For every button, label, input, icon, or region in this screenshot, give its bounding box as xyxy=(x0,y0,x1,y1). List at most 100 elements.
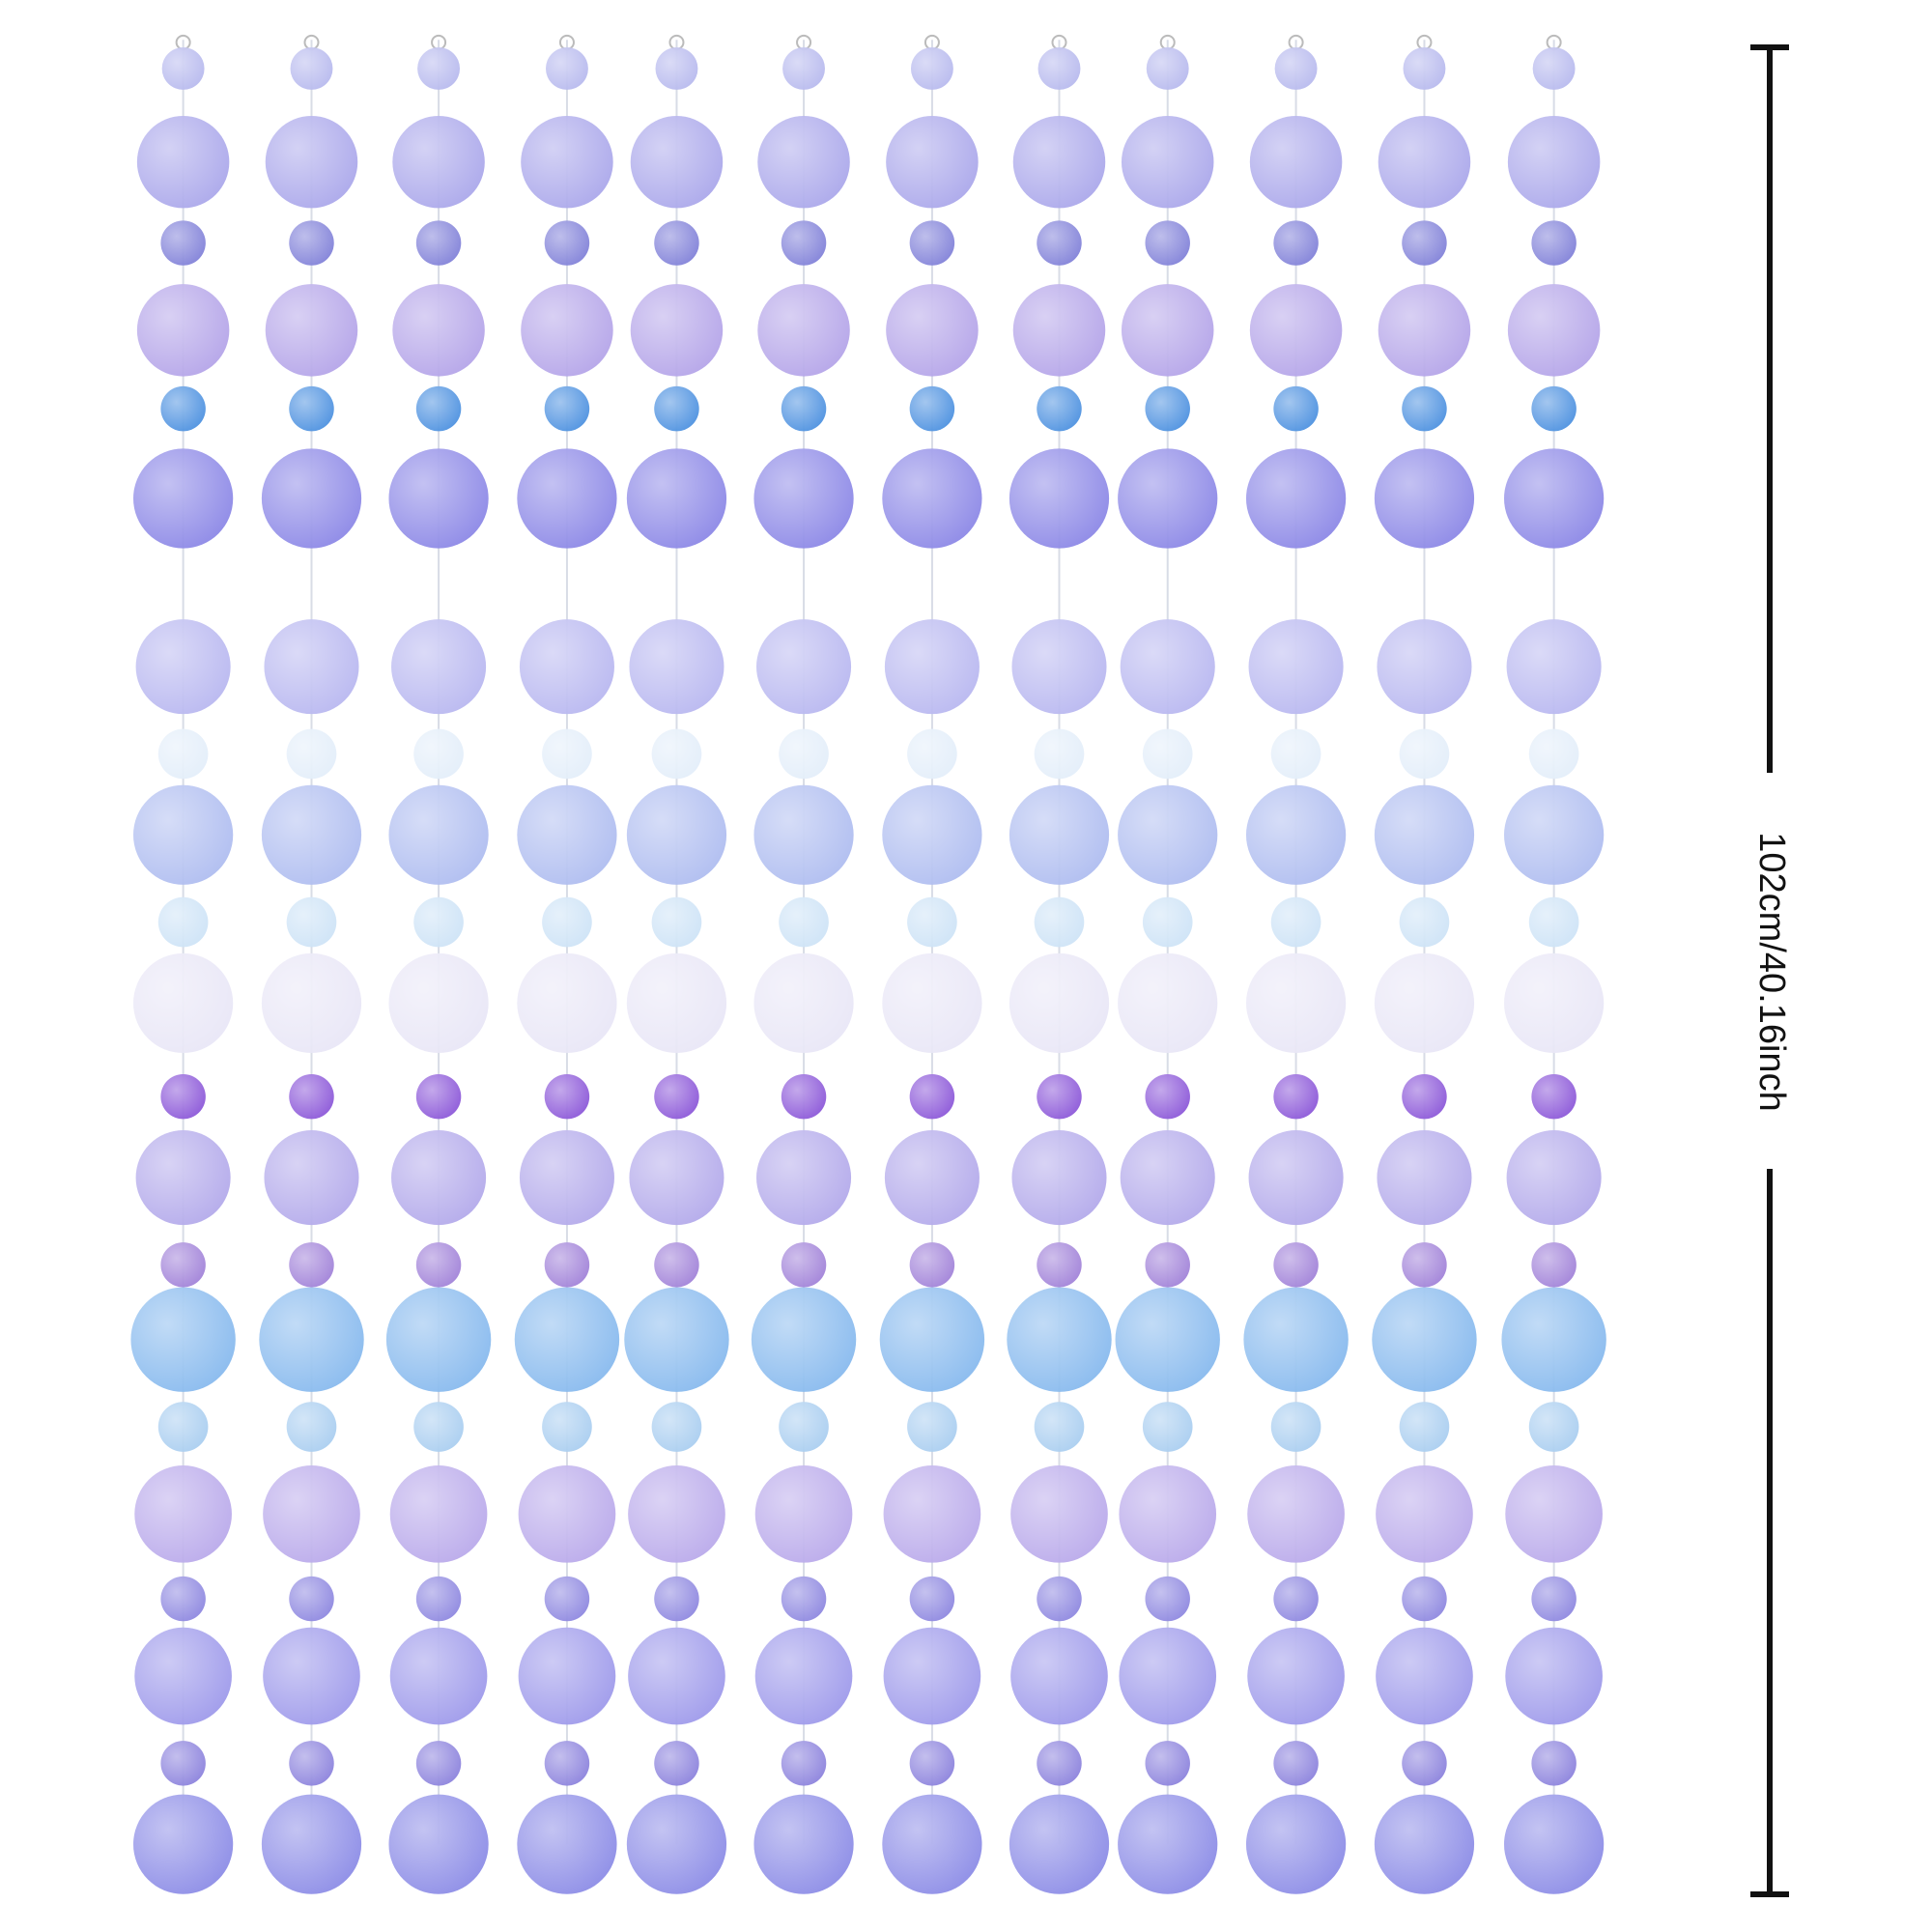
bead-sheen xyxy=(1009,1794,1110,1894)
bead-sheen xyxy=(518,1465,616,1563)
bead-sheen xyxy=(882,784,982,885)
bead-sheen xyxy=(884,619,980,715)
bead-sheen xyxy=(161,47,205,90)
bead-sheen xyxy=(1246,448,1347,549)
bead-sheen xyxy=(514,1287,620,1392)
bead-sheen xyxy=(157,896,209,948)
bead-sheen xyxy=(391,619,487,715)
bead-sheen xyxy=(264,619,359,715)
bead-sheen xyxy=(1119,1627,1217,1725)
bead-sheen xyxy=(907,728,957,780)
bead-sheen xyxy=(1115,1287,1220,1392)
bead-sheen xyxy=(1145,1073,1190,1120)
bead-sheen xyxy=(629,1130,724,1226)
bead-sheen xyxy=(1402,1576,1447,1622)
bead-sheen xyxy=(909,385,955,432)
bead-sheen xyxy=(133,952,234,1054)
bead-sheen xyxy=(883,1627,981,1725)
bead-sheen xyxy=(1507,115,1601,209)
bead-sheen xyxy=(909,1242,955,1288)
bead-sheen xyxy=(1376,1465,1473,1563)
bead-sheen xyxy=(654,1242,699,1288)
bead-sheen xyxy=(654,385,699,432)
bead-sheen xyxy=(413,1402,464,1452)
bead-sheen xyxy=(1248,1130,1344,1226)
bead-sheen xyxy=(392,115,485,209)
bead-sheen xyxy=(1273,1073,1319,1120)
bead-sheen xyxy=(289,1576,334,1622)
bead-sheen xyxy=(1531,1242,1577,1288)
bead-sheen xyxy=(264,1130,359,1226)
bead-sheen xyxy=(651,1402,702,1452)
bead-sheen xyxy=(388,1794,489,1894)
bead-sheen xyxy=(261,784,362,885)
dimension-ruler xyxy=(1750,44,1789,1897)
bead-sheen xyxy=(1531,1073,1577,1120)
bead-sheen xyxy=(910,47,953,90)
bead-sheen xyxy=(1118,1794,1218,1894)
bead-sheen xyxy=(909,1073,955,1120)
bead-sheen xyxy=(389,1465,488,1563)
bead-sheen xyxy=(135,619,231,715)
bead-sheen xyxy=(1273,1242,1319,1288)
bead-sheen xyxy=(160,1242,206,1288)
bead-sheen xyxy=(654,220,699,266)
bead-sheen xyxy=(517,448,617,549)
bead-sheen xyxy=(1142,1402,1193,1452)
bead-sheen xyxy=(1145,1242,1190,1288)
bead-sheen xyxy=(1374,1794,1475,1894)
bead-sheen xyxy=(417,47,461,90)
bead-sheen xyxy=(517,784,617,885)
bead-sheen xyxy=(413,728,464,780)
bead-sheen xyxy=(1270,896,1321,948)
bead-sheen xyxy=(385,1287,492,1392)
bead-sheen xyxy=(1501,1287,1606,1392)
bead-sheen xyxy=(160,1576,206,1622)
bead-sheen xyxy=(1273,1741,1319,1786)
bead-sheen xyxy=(1037,220,1082,266)
bead-sheen xyxy=(1037,1576,1082,1622)
bead-sheen xyxy=(907,1402,957,1452)
bead-sheen xyxy=(391,1130,487,1226)
bead-sheen xyxy=(521,115,613,209)
bead-sheen xyxy=(1145,1741,1190,1786)
bead-sheen xyxy=(413,896,464,948)
bead-sheen xyxy=(289,1242,334,1288)
bead-sheen xyxy=(261,1794,362,1894)
bead-sheen xyxy=(1504,784,1605,885)
bead-sheen xyxy=(882,1794,982,1894)
bead-sheen xyxy=(1009,784,1110,885)
bead-sheen xyxy=(1376,1627,1473,1725)
bead-sheen xyxy=(134,1627,232,1725)
bead-sheen xyxy=(781,1741,827,1786)
bead-sheen xyxy=(289,1073,334,1120)
bead-sheen xyxy=(415,220,462,266)
bead-sheen xyxy=(651,896,702,948)
bead-sheen xyxy=(130,1287,236,1392)
bead-sheen xyxy=(415,385,462,432)
bead-sheen xyxy=(1531,1576,1577,1622)
bead-sheen xyxy=(655,47,698,90)
bead-sheen xyxy=(1012,115,1106,209)
bead-sheen xyxy=(415,1242,462,1288)
bead-sheen xyxy=(1532,47,1576,90)
bead-sheen xyxy=(261,952,362,1054)
bead-sheen xyxy=(1246,952,1347,1054)
bead-sheen xyxy=(1243,1287,1349,1392)
bead-sheen xyxy=(289,385,334,432)
bead-sheen xyxy=(626,1794,727,1894)
bead-sheen xyxy=(781,385,827,432)
bead-sheen xyxy=(388,952,489,1054)
bead-sheen xyxy=(544,1073,590,1120)
bead-sheen xyxy=(1531,385,1577,432)
bead-sheen xyxy=(542,728,592,780)
bead-sheen xyxy=(630,284,724,377)
bead-sheen xyxy=(1037,385,1082,432)
bead-sheen xyxy=(1402,220,1447,266)
bead-sheen xyxy=(624,1287,729,1392)
bead-sheen xyxy=(1247,1465,1345,1563)
bead-sheen xyxy=(544,220,590,266)
bead-sheen xyxy=(1377,1130,1472,1226)
bead-sheen xyxy=(519,619,614,715)
